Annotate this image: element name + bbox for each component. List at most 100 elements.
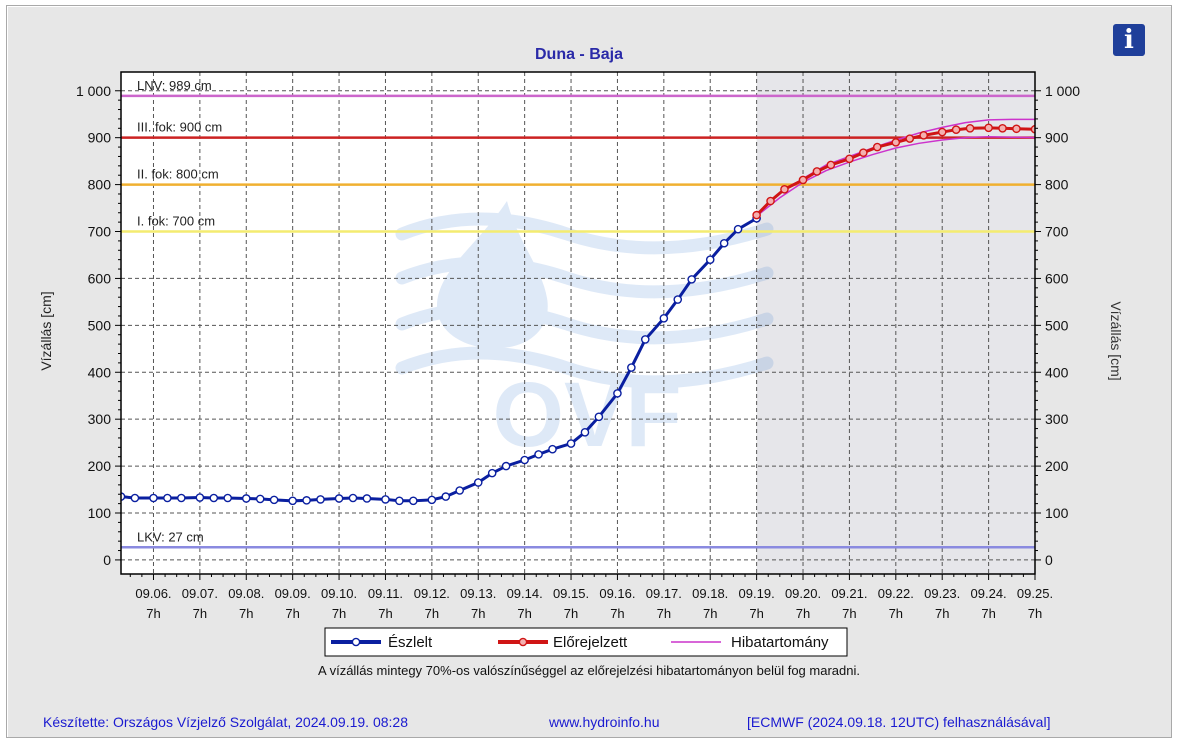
y-tick-label-left: 900 [88, 130, 112, 146]
observed-point [195, 493, 205, 502]
chart-panel: Duna - Baja OVF 0 0 100 100 200 200 300 300 400 40… [6, 5, 1172, 738]
wave-icon-2 [395, 256, 774, 299]
observed-point [613, 389, 622, 398]
x-tick-label-date: 09.06. [135, 586, 171, 601]
observed-point [627, 363, 636, 372]
x-tick-label-hour: 7h [517, 606, 531, 621]
observed-point [548, 444, 557, 454]
observed-point [566, 439, 576, 448]
forecast-point [891, 138, 901, 147]
x-tick-label-date: 09.23. [924, 586, 960, 601]
y-tick-label-right: 200 [1045, 458, 1069, 474]
x-tick-label-date: 09.19. [739, 586, 775, 601]
forecast-note: A vízállás mintegy 70%-os valószínűségge… [318, 663, 860, 678]
watermark-logo: OVF [395, 201, 774, 466]
plot-border [120, 71, 1036, 575]
x-tick-label-hour: 7h [239, 606, 253, 621]
forecast-point [812, 167, 822, 176]
legend-label: Észlelt [388, 634, 433, 651]
y-tick-label-right: 1 000 [1045, 83, 1080, 99]
footer-website-link[interactable]: www.hydroinfo.hu [549, 714, 660, 730]
observed-point [673, 295, 683, 304]
y-tick-label-left: 800 [88, 177, 112, 193]
x-tick-label-hour: 7h [981, 606, 995, 621]
observed-point [594, 412, 604, 422]
y-tick-label-right: 100 [1045, 505, 1069, 521]
forecast-point [1012, 124, 1021, 134]
observed-point [241, 494, 251, 503]
observed-point [130, 493, 140, 503]
observed-point [640, 335, 650, 344]
y-tick-label-right: 400 [1045, 364, 1069, 380]
x-tick-label-hour: 7h [703, 606, 717, 621]
x-tick-label-date: 09.11. [368, 586, 403, 601]
observed-point [348, 493, 358, 503]
observed-point [163, 493, 172, 503]
observed-point [427, 495, 437, 505]
x-tick-label-hour: 7h [889, 606, 903, 621]
y-tick-label-right: 0 [1045, 552, 1053, 568]
y-tick-label-left: 0 [103, 552, 111, 568]
x-tick-label-hour: 7h [657, 606, 671, 621]
y-axis-label-right: Vízállás [cm] [1108, 301, 1124, 380]
observed-point [441, 492, 451, 501]
forecast-point [752, 210, 761, 220]
series-layer [121, 118, 1035, 506]
observed-point [719, 238, 729, 248]
chart-title: Duna - Baja [535, 46, 623, 63]
observed-point [733, 224, 743, 234]
forecast-point [905, 134, 915, 143]
observed-point [687, 275, 696, 284]
forecast-point [937, 127, 947, 137]
y-tick-label-right: 300 [1045, 411, 1069, 427]
x-tick-label-hour: 7h [610, 606, 624, 621]
observed-point [520, 455, 529, 465]
observed-point [381, 495, 390, 504]
y-tick-label-left: 100 [88, 505, 112, 521]
water-drop-icon [437, 201, 548, 349]
x-tick-label-date: 09.17. [646, 586, 682, 601]
wave-icon-1 [395, 212, 774, 255]
y-tick-label-left: 600 [88, 270, 112, 286]
legend: Észlelt Előrejelzett Hibatartomány [324, 627, 848, 657]
observed-point [408, 496, 418, 506]
x-tick-label-hour: 7h [935, 606, 949, 621]
forecast-point [998, 123, 1007, 133]
observed-point [534, 450, 543, 459]
observed-point [149, 493, 158, 503]
x-tick-label-hour: 7h [1028, 606, 1042, 621]
x-tick-label-date: 09.14. [507, 586, 543, 601]
wave-icon-4 [395, 346, 774, 389]
level-label: III. fok: 900 cm [137, 120, 222, 135]
observed-point [362, 494, 372, 503]
footer-author: Készítette: Országos Vízjelző Szolgálat,… [43, 714, 408, 730]
observed-point [288, 496, 297, 506]
observed-point [455, 486, 464, 495]
x-tick-label-date: 09.12. [414, 586, 450, 601]
y-axis-label-left: Vízállás [cm] [38, 291, 54, 370]
observed-point [473, 478, 483, 487]
forecast-point [872, 142, 882, 152]
info-button[interactable]: i [1113, 24, 1145, 56]
forecast-point [780, 184, 789, 194]
y-tick-label-left: 400 [88, 364, 112, 380]
y-tick-label-right: 500 [1045, 317, 1069, 333]
x-tick-label-date: 09.13. [460, 586, 496, 601]
forecast-point [951, 125, 961, 135]
y-tick-label-left: 700 [88, 224, 112, 240]
x-tick-label-hour: 7h [564, 606, 578, 621]
level-label: LNV: 989 cm [137, 78, 212, 93]
x-tick-label-date: 09.08. [228, 586, 264, 601]
x-tick-label-date: 09.20. [785, 586, 821, 601]
x-tick-label-hour: 7h [749, 606, 763, 621]
x-tick-label-date: 09.22. [878, 586, 914, 601]
x-tick-label-date: 09.24. [971, 586, 1007, 601]
legend-swatch-marker [518, 637, 528, 647]
level-label: I. fok: 700 cm [137, 214, 215, 229]
observed-point [659, 314, 669, 323]
y-tick-label-right: 900 [1045, 130, 1069, 146]
forecast-point [965, 123, 975, 133]
forecast-point [859, 148, 868, 157]
water-level-chart: Duna - Baja OVF 0 0 100 100 200 200 300 300 400 40… [38, 46, 1124, 678]
observed-point [177, 493, 186, 503]
